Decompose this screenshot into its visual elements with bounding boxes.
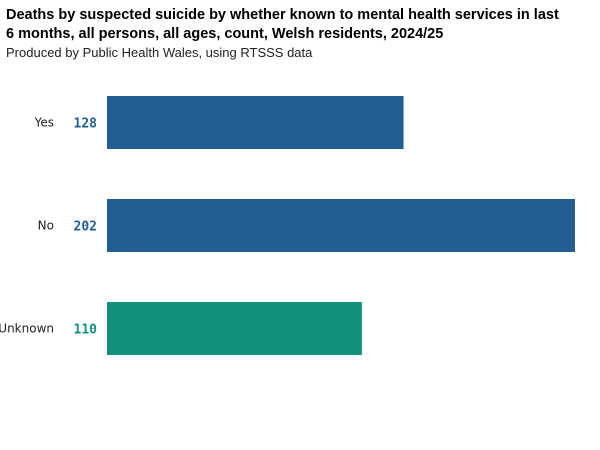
chart-title: Deaths by suspected suicide by whether k… bbox=[6, 7, 559, 42]
bar-no bbox=[107, 199, 575, 252]
category-label-yes: Yes bbox=[34, 116, 54, 130]
bar-yes bbox=[107, 96, 404, 149]
category-label-unknown: Unknown bbox=[0, 322, 54, 336]
value-label-yes: 128 bbox=[74, 117, 98, 132]
chart-subtitle: Produced by Public Health Wales, using R… bbox=[6, 45, 313, 60]
bar-unknown bbox=[107, 302, 362, 355]
value-label-no: 202 bbox=[74, 220, 97, 235]
value-label-unknown: 110 bbox=[74, 323, 98, 338]
category-label-no: No bbox=[38, 219, 54, 233]
